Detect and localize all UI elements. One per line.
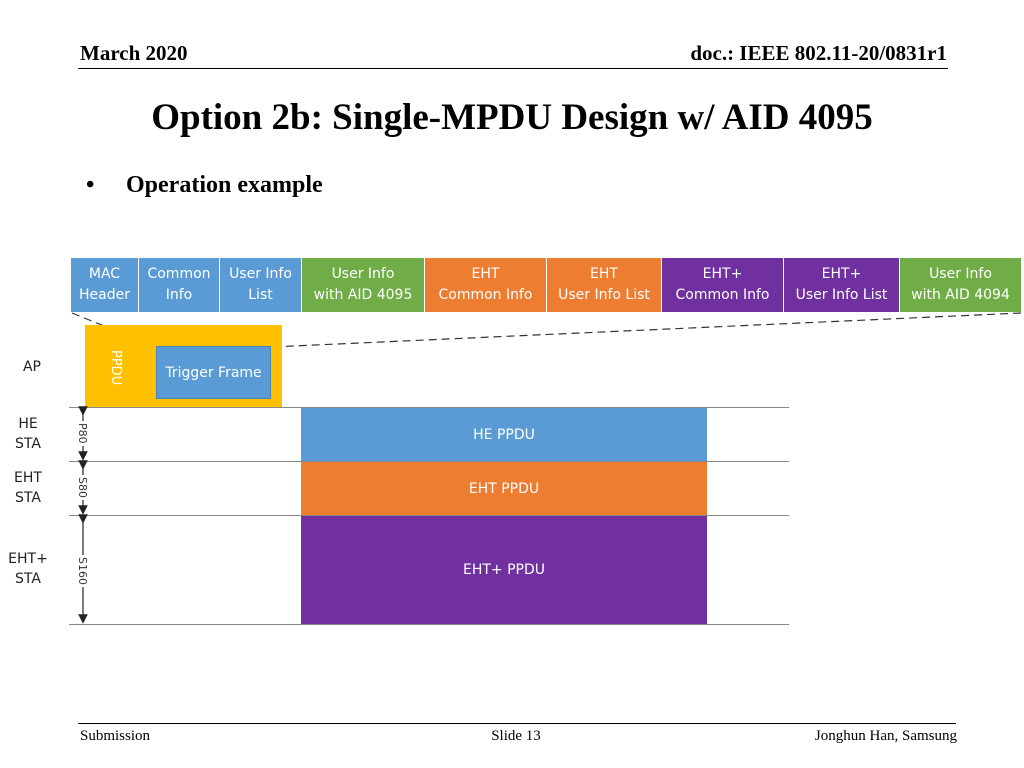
row-label-ap: AP (22, 359, 42, 375)
field-common-info: Common Info (139, 258, 220, 312)
grid-line-top (69, 407, 789, 408)
bullet-text: Operation example (126, 172, 323, 198)
grid-line-1 (69, 461, 789, 462)
header-doc-id: doc.: IEEE 802.11-20/0831r1 (690, 41, 947, 65)
ehtplus-ppdu: EHT+ PPDU (301, 516, 707, 624)
ap-ppdu-label: PPDU (108, 350, 123, 386)
grid-line-2 (69, 515, 789, 516)
field-user-info-aid-4094: User Info with AID 4094 (900, 258, 1021, 312)
slide-title: Option 2b: Single-MPDU Design w/ AID 409… (151, 97, 873, 138)
trigger-frame-box: Trigger Frame (156, 346, 271, 399)
field-eht-common-info: EHT Common Info (425, 258, 547, 312)
field-ehtplus-user-info-list: EHT+ User Info List (784, 258, 900, 312)
field-user-info-aid-4095: User Info with AID 4095 (302, 258, 425, 312)
grid-line-bottom (69, 624, 789, 625)
eht-ppdu: EHT PPDU (301, 462, 707, 515)
row-label-he-sta: HE STA (15, 416, 41, 452)
bandwidth-s160: S160 (76, 555, 89, 587)
header-date: March 2020 (80, 41, 188, 65)
field-eht-user-info-list: EHT User Info List (547, 258, 662, 312)
footer-submission: Submission (80, 728, 151, 744)
row-label-eht-sta: EHT STA (14, 470, 42, 506)
he-ppdu: HE PPDU (301, 408, 707, 461)
row-label-ehtplus-sta: EHT+ STA (8, 551, 48, 587)
bullet-marker: • (86, 172, 95, 198)
field-ehtplus-common-info: EHT+ Common Info (662, 258, 784, 312)
footer-author: Jonghun Han, Samsung (814, 728, 957, 744)
footer-rule (78, 723, 956, 724)
field-mac-header: MAC Header (71, 258, 139, 312)
bandwidth-p80: P80 (76, 421, 89, 446)
header-rule (78, 68, 948, 69)
bandwidth-s80: S80 (76, 475, 89, 500)
expansion-line-right (270, 312, 1022, 348)
footer-slide-number: Slide 13 (491, 728, 541, 744)
field-user-info-list: User Info List (220, 258, 302, 312)
